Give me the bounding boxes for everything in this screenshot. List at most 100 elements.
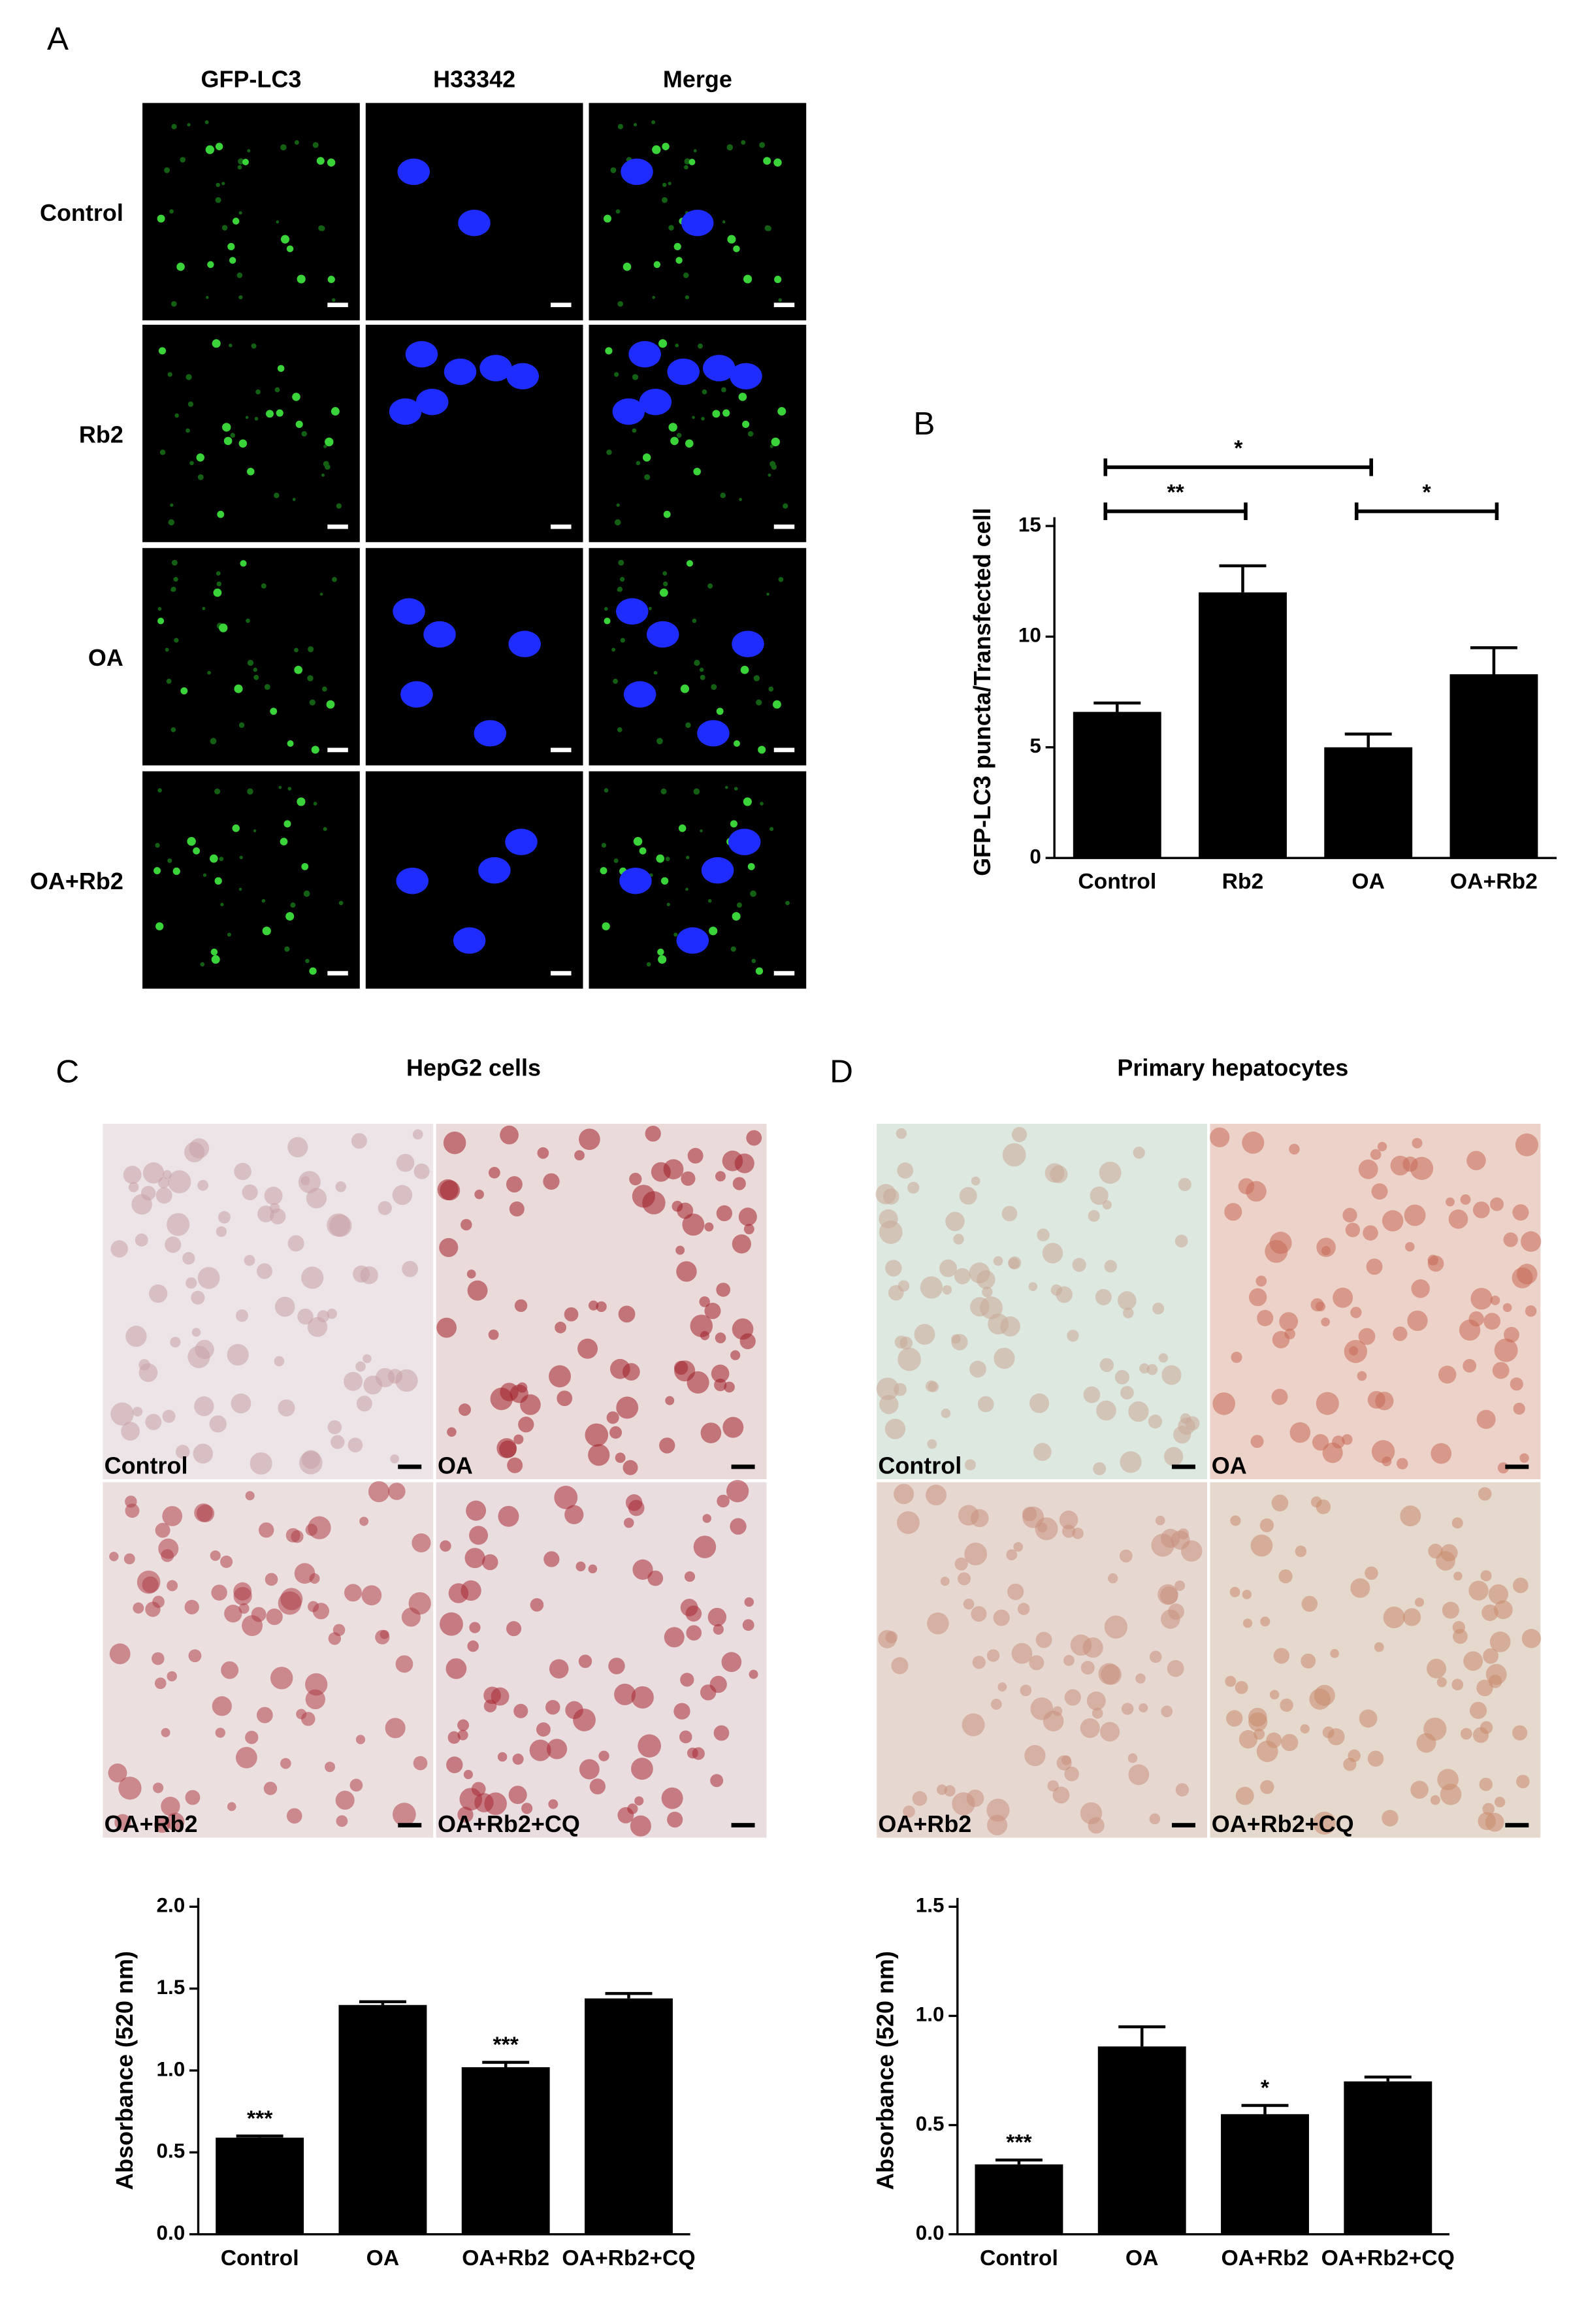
stained-cell — [1238, 1730, 1258, 1749]
stained-cell — [749, 1669, 758, 1679]
stained-cell — [575, 1562, 586, 1572]
stained-cell — [1100, 1722, 1120, 1742]
stained-cell — [1494, 1796, 1506, 1808]
nucleus — [732, 630, 764, 657]
stained-cell — [1312, 1811, 1336, 1835]
stained-cell — [1414, 1597, 1425, 1607]
gfp-puncta — [239, 855, 243, 860]
stained-cell — [193, 1443, 213, 1464]
stained-cell — [242, 1184, 258, 1200]
bar — [585, 1998, 673, 2234]
gfp-puncta — [228, 343, 233, 348]
stained-cell — [549, 1365, 571, 1388]
stained-cell — [356, 1396, 372, 1412]
gfp-puncta — [774, 276, 782, 284]
gfp-puncta — [311, 745, 319, 754]
stained-cell — [1022, 1506, 1044, 1528]
error-bar — [605, 1991, 653, 1999]
scale-bar — [1505, 1823, 1529, 1827]
stained-cell — [1155, 1515, 1165, 1526]
error-bar — [1241, 2104, 1289, 2114]
column-header: Merge — [663, 65, 732, 92]
stained-cell — [1158, 1353, 1169, 1363]
gfp-puncta — [680, 684, 690, 693]
gfp-puncta — [325, 437, 334, 447]
gfp-puncta — [660, 877, 669, 885]
gfp-puncta — [287, 740, 294, 747]
gfp-puncta — [648, 606, 652, 610]
stained-cell — [482, 1554, 498, 1571]
gfp-puncta — [336, 503, 342, 509]
stained-cell — [1483, 1313, 1501, 1330]
gfp-puncta — [287, 787, 292, 791]
stained-cell — [244, 1254, 255, 1266]
gfp-puncta — [668, 182, 672, 186]
gfp-puncta — [232, 824, 240, 832]
stained-cell — [1278, 1569, 1293, 1584]
stained-cell — [1493, 1600, 1513, 1620]
stained-cell — [1002, 1143, 1026, 1167]
gfp-puncta — [265, 410, 274, 418]
gfp-puncta — [756, 699, 762, 706]
gfp-puncta — [785, 900, 790, 906]
gfp-puncta — [166, 678, 172, 684]
stained-cell — [744, 1597, 754, 1607]
stained-cell — [1438, 1366, 1457, 1384]
nucleus — [393, 598, 425, 625]
stained-cell — [1289, 1422, 1311, 1443]
stained-cell — [1480, 1570, 1492, 1582]
stained-cell — [1083, 1386, 1101, 1403]
stained-cell — [300, 1712, 316, 1726]
x-tick-label: OA — [1125, 2246, 1159, 2270]
stained-cell — [331, 1435, 345, 1449]
gfp-puncta — [325, 464, 331, 470]
gfp-puncta — [280, 235, 290, 244]
gfp-puncta — [750, 890, 756, 897]
stained-cell — [912, 1791, 928, 1806]
stained-cell — [1260, 1780, 1274, 1794]
bar — [975, 2164, 1063, 2234]
stained-cell — [335, 1790, 355, 1810]
stained-cell — [1096, 1400, 1116, 1421]
stained-cell — [152, 1596, 165, 1608]
stained-cell — [665, 1396, 675, 1405]
stained-cell — [185, 1790, 201, 1805]
stained-cell — [954, 1557, 968, 1571]
stained-cell — [1393, 1326, 1408, 1341]
stained-cell — [167, 1213, 190, 1236]
gfp-puncta — [617, 587, 621, 592]
stained-cell — [1494, 1338, 1518, 1362]
stained-cell — [1411, 1279, 1430, 1298]
gfp-puncta — [751, 958, 756, 964]
stained-cell — [1007, 1583, 1024, 1600]
gfp-puncta — [673, 932, 678, 937]
stained-cell — [704, 1222, 714, 1232]
gfp-puncta — [283, 820, 291, 828]
stained-cell — [135, 1233, 148, 1247]
gfp-puncta — [305, 958, 310, 964]
gfp-puncta — [700, 674, 705, 680]
stained-cell — [1090, 1186, 1109, 1205]
gfp-puncta — [658, 339, 668, 348]
gfp-puncta — [308, 646, 314, 653]
stained-cell — [507, 1457, 523, 1473]
stained-cell — [1312, 1433, 1329, 1451]
gfp-puncta — [709, 926, 718, 936]
stained-cell — [945, 1211, 965, 1232]
gfp-puncta — [200, 962, 205, 967]
stained-cell — [344, 1371, 363, 1391]
stained-cell — [990, 1699, 1002, 1710]
gfp-puncta — [755, 967, 764, 975]
stained-cell — [1098, 1663, 1120, 1685]
stained-cell — [885, 1260, 902, 1277]
gfp-puncta — [245, 416, 249, 419]
stained-cell — [133, 1407, 143, 1417]
nucleus — [616, 598, 649, 625]
gfp-puncta — [280, 144, 287, 151]
stained-cell — [488, 1166, 500, 1179]
stained-cell — [1377, 1141, 1387, 1152]
scale-bar — [551, 524, 572, 529]
gfp-puncta — [277, 365, 285, 372]
stained-cell — [894, 1484, 914, 1505]
y-axis-label: Absorbance (520 nm) — [871, 1951, 898, 2190]
